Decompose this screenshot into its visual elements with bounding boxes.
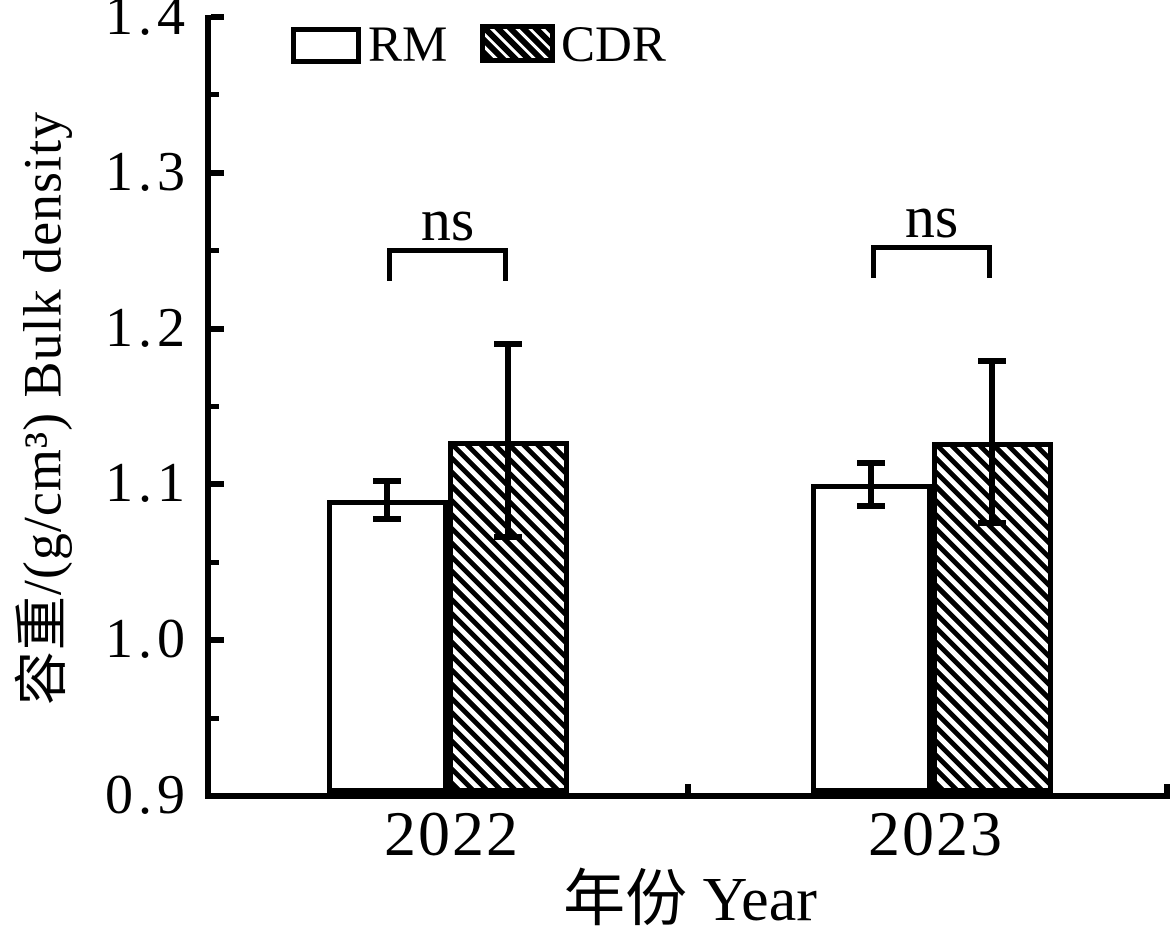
legend-swatch-rm <box>291 27 361 64</box>
y-tick-label: 1.3 <box>105 140 190 203</box>
bar-rm-2022 <box>326 499 448 793</box>
y-minor-tick <box>211 404 219 409</box>
bar-cdr-2023 <box>931 442 1053 793</box>
error-bar-line <box>868 462 874 507</box>
legend-label-rm: RM <box>368 17 448 73</box>
error-bar-cap-top <box>494 341 522 348</box>
significance-label: ns <box>420 187 475 253</box>
y-tick-label: 0.9 <box>105 764 190 826</box>
y-minor-tick <box>211 559 219 565</box>
error-bar-cap-top <box>978 358 1006 365</box>
y-tick-label: 1.1 <box>105 452 190 515</box>
y-minor-tick <box>211 715 219 721</box>
error-bar-cap-top <box>857 459 885 466</box>
error-bar-cap-bottom <box>857 503 885 510</box>
bar-rm-2023 <box>810 484 932 793</box>
y-major-tick <box>211 169 224 176</box>
y-tick-label: 1.2 <box>105 296 190 359</box>
y-minor-tick <box>211 92 219 98</box>
error-bar-line <box>505 344 511 538</box>
x-axis-tick <box>1164 784 1170 793</box>
x-axis-line <box>205 793 1170 799</box>
error-bar-line <box>989 361 995 524</box>
y-major-tick <box>211 14 224 20</box>
x-tick-label-2023: 2023 <box>868 798 1004 869</box>
x-axis-tick <box>685 784 691 793</box>
y-minor-tick <box>211 248 219 254</box>
error-bar-cap-bottom <box>494 534 522 541</box>
x-tick-label-2022: 2022 <box>384 798 520 869</box>
y-tick-label: 1.0 <box>105 608 190 671</box>
y-major-tick <box>211 481 224 488</box>
error-bar-cap-bottom <box>978 520 1006 527</box>
y-axis-line <box>205 15 211 799</box>
significance-bracket <box>387 248 508 281</box>
significance-bracket <box>871 245 992 278</box>
significance-label: ns <box>904 184 959 250</box>
error-bar-cap-top <box>373 478 401 485</box>
y-major-tick <box>211 793 224 799</box>
error-bar-cap-bottom <box>373 515 401 522</box>
legend-label-cdr: CDR <box>561 17 666 73</box>
y-major-tick <box>211 325 224 332</box>
y-major-tick <box>211 637 224 644</box>
y-tick-label: 1.4 <box>105 0 190 47</box>
x-axis-title: 年份 Year <box>563 866 817 934</box>
error-bar-line <box>384 481 390 519</box>
legend-swatch-cdr <box>480 24 555 63</box>
